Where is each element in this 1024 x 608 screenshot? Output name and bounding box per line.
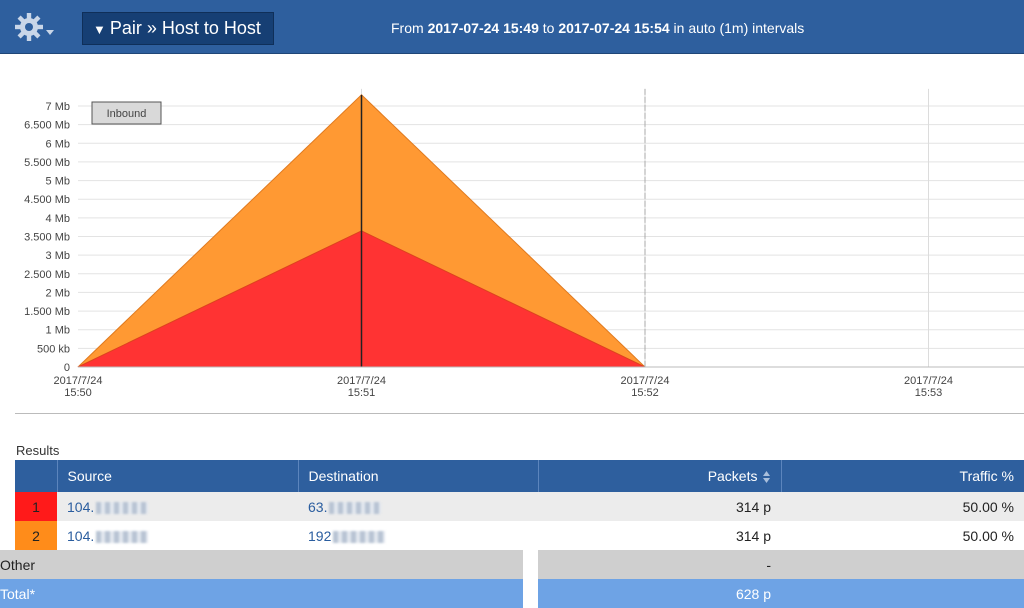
legend-label: Inbound [107, 108, 147, 120]
results-heading: Results [16, 443, 60, 458]
rank-badge: 1 [15, 492, 57, 521]
x-tick-date: 2017/7/24 [54, 375, 103, 387]
table-header-row: Source Destination Packets Traffic % [15, 460, 1024, 492]
source-link[interactable]: 104. [67, 499, 149, 515]
packets-cell: 314 p [538, 492, 781, 521]
packets-cell: 314 p [538, 521, 781, 550]
y-tick-label: 7 Mb [46, 101, 70, 113]
table-row: 2 104. 192 314 p 50.00 % [15, 521, 1024, 550]
y-tick-label: 5 Mb [46, 176, 70, 188]
redacted-address [333, 530, 386, 543]
y-tick-label: 4.500 Mb [24, 194, 70, 206]
rank-badge: 2 [15, 521, 57, 550]
top-bar: ▼ Pair » Host to Host From 2017-07-24 15:… [0, 0, 1024, 54]
table-row: 1 104. 63. 314 p 50.00 % [15, 492, 1024, 521]
range-from: 2017-07-24 15:49 [427, 20, 539, 36]
report-type-menu-button[interactable]: ▼ Pair » Host to Host [82, 12, 274, 45]
gear-icon[interactable] [12, 12, 58, 42]
sort-icon [762, 471, 770, 484]
traffic-cell: 50.00 % [781, 492, 1024, 521]
traffic-area-chart: 0 500 kb 1 Mb 1.500 Mb 2 Mb 2.500 Mb 3 Mb 3.500… [24, 88, 1024, 399]
redacted-address [96, 501, 149, 514]
source-cell: 104. [57, 492, 298, 521]
y-tick-label: 2.500 Mb [24, 269, 70, 281]
y-tick-label: 6.500 Mb [24, 120, 70, 132]
y-tick-label: 1 Mb [46, 325, 70, 337]
traffic-column-header[interactable]: Traffic % [780, 460, 1024, 492]
legend-box [91, 101, 162, 125]
redacted-address [96, 530, 149, 543]
other-packets: - [538, 550, 781, 579]
y-tick-label: 0 [64, 362, 70, 374]
total-label: Total* [0, 579, 523, 608]
divider [15, 413, 1024, 414]
report-type-label: Pair » Host to Host [109, 18, 261, 38]
x-tick-time: 15:52 [631, 387, 659, 399]
source-cell: 104. [57, 521, 298, 550]
rank-column-header [15, 460, 57, 492]
triangle-down-icon: ▼ [93, 22, 106, 37]
x-tick-time: 15:50 [64, 387, 92, 399]
destination-cell: 192 [298, 521, 538, 550]
x-tick-date: 2017/7/24 [621, 375, 670, 387]
y-tick-label: 3.500 Mb [24, 232, 70, 244]
y-tick-label: 3 Mb [46, 250, 70, 262]
y-tick-label: 6 Mb [46, 138, 70, 150]
redacted-address [329, 501, 382, 514]
x-tick-date: 2017/7/24 [337, 375, 386, 387]
destination-cell: 63. [298, 492, 538, 521]
time-range-text: From 2017-07-24 15:49 to 2017-07-24 15:5… [391, 20, 805, 36]
destination-link[interactable]: 63. [308, 499, 382, 515]
destination-column-header[interactable]: Destination [297, 460, 538, 492]
y-tick-label: 2 Mb [46, 287, 70, 299]
results-table: Source Destination Packets Traffic % 1 1… [0, 460, 1024, 608]
x-tick-time: 15:51 [348, 387, 376, 399]
source-column-header[interactable]: Source [56, 460, 298, 492]
source-link[interactable]: 104. [67, 528, 149, 544]
x-tick-date: 2017/7/24 [904, 375, 953, 387]
y-tick-label: 4 Mb [46, 213, 70, 225]
traffic-chart: 0 500 kb 1 Mb 1.500 Mb 2 Mb 2.500 Mb 3 Mb 3.500… [0, 54, 1024, 414]
other-label: Other [0, 550, 523, 579]
traffic-cell: 50.00 % [781, 521, 1024, 550]
destination-link[interactable]: 192 [308, 528, 386, 544]
y-tick-label: 500 kb [37, 343, 70, 355]
total-row: Total* 628 p [0, 579, 1024, 608]
other-row: Other - [0, 550, 1024, 579]
y-tick-label: 1.500 Mb [24, 306, 70, 318]
x-tick-time: 15:53 [915, 387, 943, 399]
y-tick-label: 5.500 Mb [24, 157, 70, 169]
range-to: 2017-07-24 15:54 [558, 20, 670, 36]
packets-column-header[interactable]: Packets [537, 460, 781, 492]
total-packets: 628 p [538, 579, 781, 608]
